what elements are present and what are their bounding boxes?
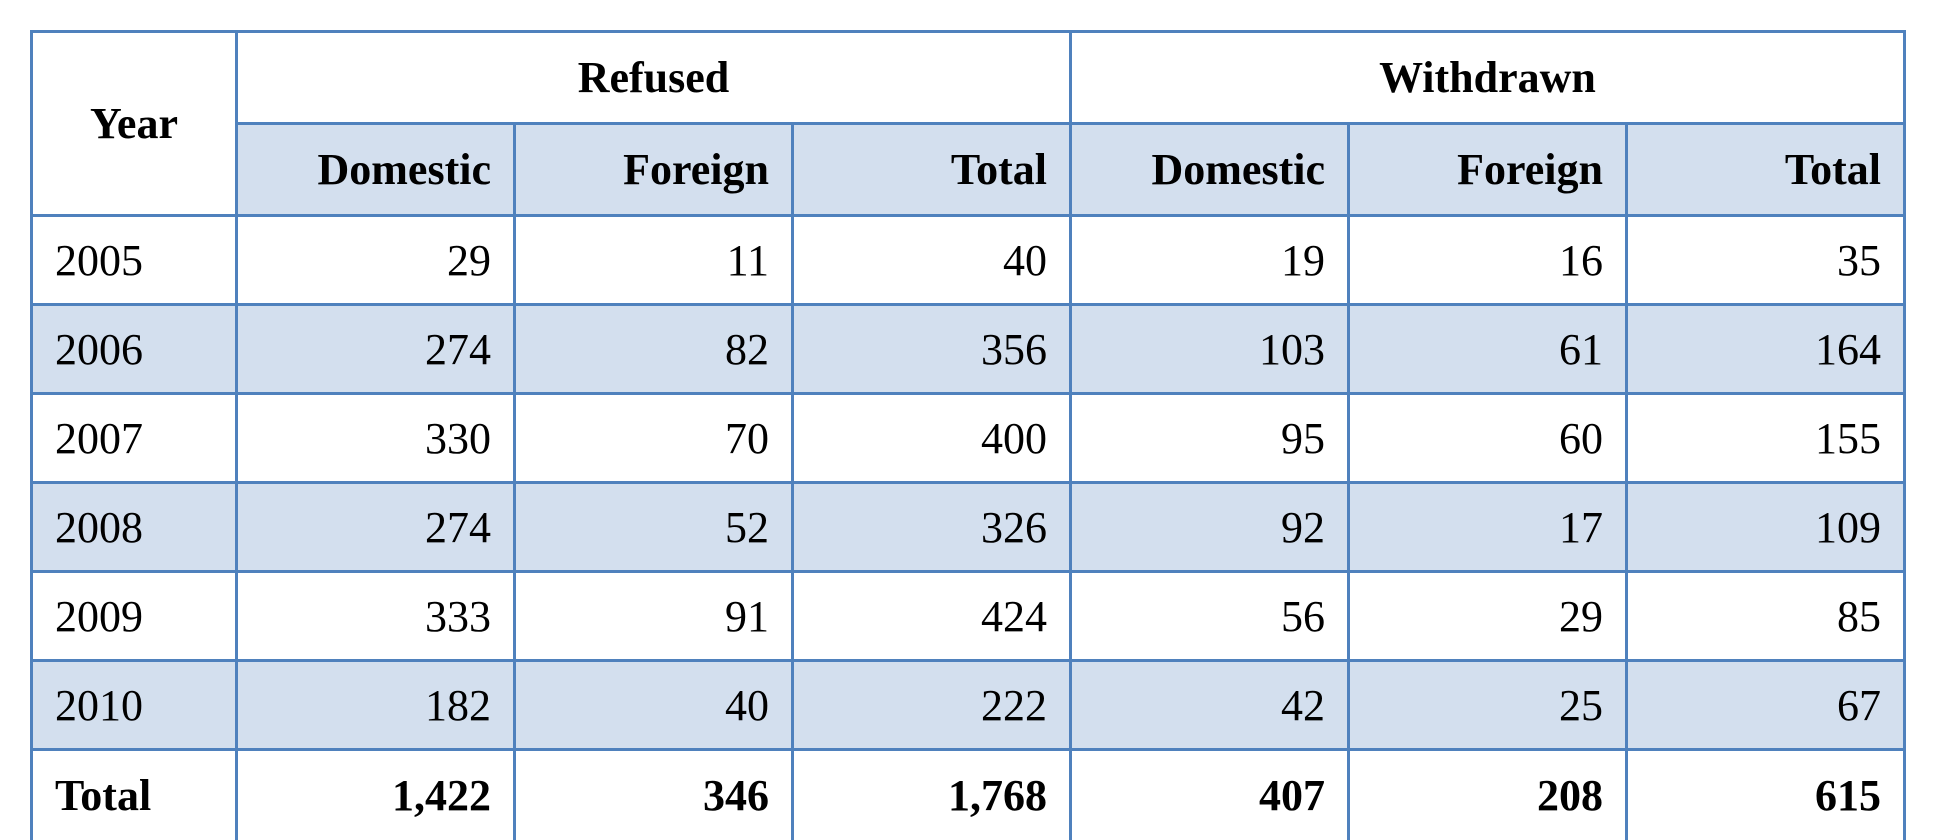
table-row: 2008 274 52 326 92 17 109 <box>30 481 1906 573</box>
withdrawn-foreign-cell: 60 <box>1347 392 1628 484</box>
year-cell: 2008 <box>30 481 238 573</box>
table-row: 2007 330 70 400 95 60 155 <box>30 392 1906 484</box>
table-row: 2009 333 91 424 56 29 85 <box>30 570 1906 662</box>
year-cell: 2009 <box>30 570 238 662</box>
refused-total-cell: 326 <box>791 481 1072 573</box>
year-cell: 2010 <box>30 659 238 751</box>
withdrawn-domestic-header: Domestic <box>1069 122 1350 217</box>
refused-total-total: 1,768 <box>791 748 1072 840</box>
refused-total-cell: 400 <box>791 392 1072 484</box>
table-row: 2010 182 40 222 42 25 67 <box>30 659 1906 751</box>
withdrawn-foreign-cell: 61 <box>1347 303 1628 395</box>
total-label: Total <box>30 748 238 840</box>
refused-domestic-cell: 274 <box>235 481 516 573</box>
refused-foreign-cell: 91 <box>513 570 794 662</box>
withdrawn-domestic-cell: 103 <box>1069 303 1350 395</box>
refused-total-cell: 222 <box>791 659 1072 751</box>
withdrawn-foreign-cell: 29 <box>1347 570 1628 662</box>
refused-domestic-header: Domestic <box>235 122 516 217</box>
withdrawn-total-cell: 109 <box>1625 481 1906 573</box>
withdrawn-domestic-cell: 95 <box>1069 392 1350 484</box>
withdrawn-foreign-total: 208 <box>1347 748 1628 840</box>
refused-domestic-cell: 333 <box>235 570 516 662</box>
refused-foreign-cell: 40 <box>513 659 794 751</box>
withdrawn-domestic-cell: 56 <box>1069 570 1350 662</box>
refused-foreign-cell: 11 <box>513 214 794 306</box>
refused-domestic-cell: 330 <box>235 392 516 484</box>
refused-domestic-cell: 29 <box>235 214 516 306</box>
withdrawn-group-header: Withdrawn <box>1069 30 1906 125</box>
year-cell: 2005 <box>30 214 238 306</box>
refused-foreign-total: 346 <box>513 748 794 840</box>
year-cell: 2006 <box>30 303 238 395</box>
refused-foreign-cell: 70 <box>513 392 794 484</box>
withdrawn-foreign-cell: 16 <box>1347 214 1628 306</box>
withdrawn-domestic-cell: 42 <box>1069 659 1350 751</box>
refused-total-cell: 424 <box>791 570 1072 662</box>
refused-foreign-cell: 52 <box>513 481 794 573</box>
withdrawn-total-header: Total <box>1625 122 1906 217</box>
table-row: 2005 29 11 40 19 16 35 <box>30 214 1906 306</box>
withdrawn-foreign-cell: 17 <box>1347 481 1628 573</box>
refused-total-cell: 40 <box>791 214 1072 306</box>
withdrawn-domestic-cell: 19 <box>1069 214 1350 306</box>
withdrawn-total-cell: 85 <box>1625 570 1906 662</box>
withdrawn-total-cell: 35 <box>1625 214 1906 306</box>
total-row: Total 1,422 346 1,768 407 208 615 <box>30 748 1906 840</box>
table-row: 2006 274 82 356 103 61 164 <box>30 303 1906 395</box>
withdrawn-total-cell: 67 <box>1625 659 1906 751</box>
refused-domestic-cell: 274 <box>235 303 516 395</box>
withdrawn-foreign-cell: 25 <box>1347 659 1628 751</box>
refused-foreign-header: Foreign <box>513 122 794 217</box>
withdrawn-total-total: 615 <box>1625 748 1906 840</box>
withdrawn-total-cell: 164 <box>1625 303 1906 395</box>
withdrawn-foreign-header: Foreign <box>1347 122 1628 217</box>
year-cell: 2007 <box>30 392 238 484</box>
year-header: Year <box>30 30 238 217</box>
withdrawn-domestic-cell: 92 <box>1069 481 1350 573</box>
refused-foreign-cell: 82 <box>513 303 794 395</box>
refused-group-header: Refused <box>235 30 1072 125</box>
withdrawn-domestic-total: 407 <box>1069 748 1350 840</box>
withdrawn-total-cell: 155 <box>1625 392 1906 484</box>
applications-table: Year Refused Withdrawn Domestic Foreign … <box>30 30 1906 840</box>
refused-domestic-cell: 182 <box>235 659 516 751</box>
refused-total-header: Total <box>791 122 1072 217</box>
refused-domestic-total: 1,422 <box>235 748 516 840</box>
group-header-row: Year Refused Withdrawn <box>30 30 1906 217</box>
refused-total-cell: 356 <box>791 303 1072 395</box>
sub-header-row: Domestic Foreign Total Domestic Foreign … <box>32 122 1906 217</box>
